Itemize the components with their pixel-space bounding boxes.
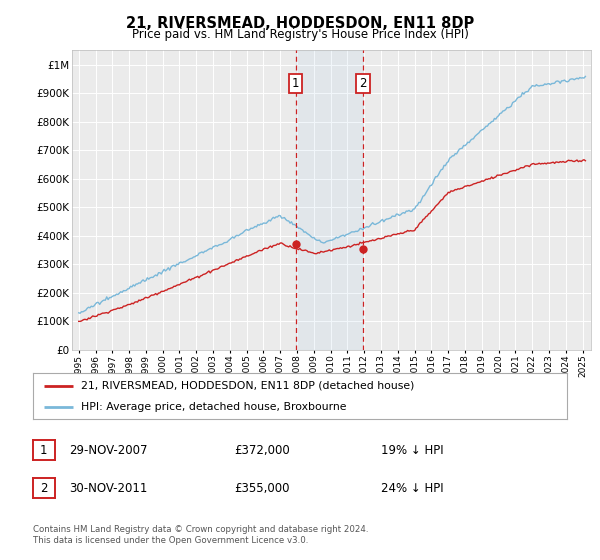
Text: 2: 2: [40, 482, 47, 495]
Text: Price paid vs. HM Land Registry's House Price Index (HPI): Price paid vs. HM Land Registry's House …: [131, 28, 469, 41]
Text: Contains HM Land Registry data © Crown copyright and database right 2024.
This d: Contains HM Land Registry data © Crown c…: [33, 525, 368, 545]
Text: 30-NOV-2011: 30-NOV-2011: [69, 482, 148, 495]
Text: £372,000: £372,000: [234, 444, 290, 457]
Text: 1: 1: [40, 444, 47, 457]
Bar: [296, 50, 363, 350]
Text: 24% ↓ HPI: 24% ↓ HPI: [381, 482, 443, 495]
Text: 2: 2: [359, 77, 367, 90]
Text: 1: 1: [292, 77, 299, 90]
Text: 21, RIVERSMEAD, HODDESDON, EN11 8DP (detached house): 21, RIVERSMEAD, HODDESDON, EN11 8DP (det…: [81, 381, 415, 391]
Text: HPI: Average price, detached house, Broxbourne: HPI: Average price, detached house, Brox…: [81, 403, 347, 412]
Text: 21, RIVERSMEAD, HODDESDON, EN11 8DP: 21, RIVERSMEAD, HODDESDON, EN11 8DP: [126, 16, 474, 31]
Text: 19% ↓ HPI: 19% ↓ HPI: [381, 444, 443, 457]
Text: 29-NOV-2007: 29-NOV-2007: [69, 444, 148, 457]
Text: £355,000: £355,000: [234, 482, 290, 495]
